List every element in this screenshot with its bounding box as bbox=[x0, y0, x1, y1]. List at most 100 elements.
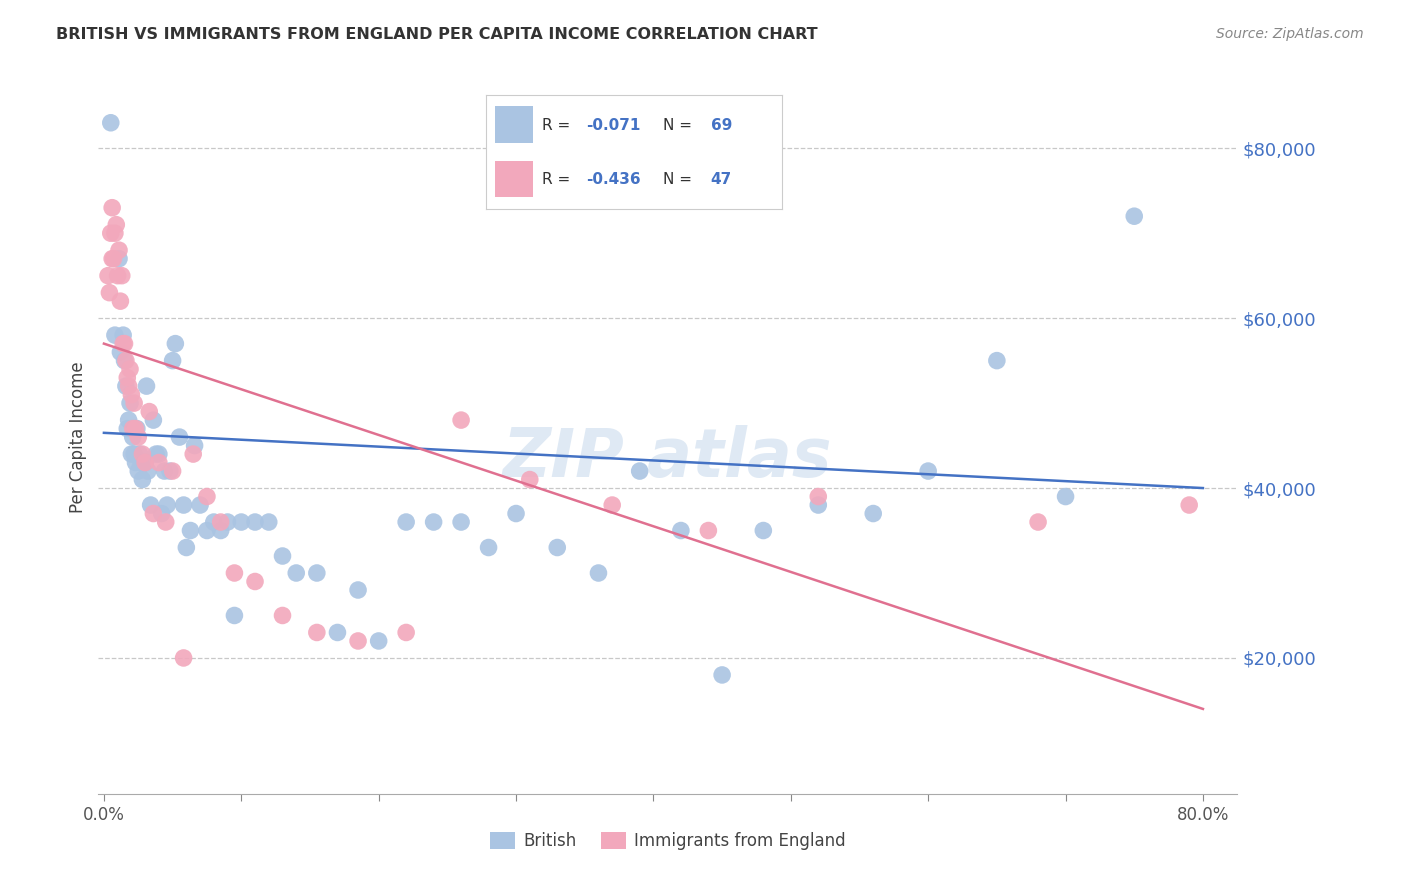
Point bbox=[628, 464, 651, 478]
Point bbox=[477, 541, 499, 555]
Point bbox=[305, 625, 328, 640]
Text: ZIP atlas: ZIP atlas bbox=[503, 425, 832, 491]
Point bbox=[122, 396, 145, 410]
Point bbox=[128, 447, 150, 461]
Point bbox=[122, 447, 145, 461]
Point bbox=[131, 473, 153, 487]
Point bbox=[807, 498, 830, 512]
Point bbox=[209, 524, 232, 538]
Point bbox=[121, 421, 143, 435]
Point bbox=[209, 515, 232, 529]
Point bbox=[148, 447, 170, 461]
Point bbox=[347, 582, 370, 597]
Point bbox=[986, 353, 1008, 368]
Point bbox=[118, 396, 141, 410]
Point bbox=[104, 226, 127, 240]
Point bbox=[100, 226, 122, 240]
Point bbox=[138, 404, 160, 418]
Point bbox=[145, 447, 167, 461]
Point bbox=[117, 379, 139, 393]
Point bbox=[134, 456, 156, 470]
Point bbox=[101, 252, 124, 266]
Point bbox=[142, 413, 165, 427]
Point bbox=[188, 498, 211, 512]
Point bbox=[127, 464, 149, 478]
Point bbox=[117, 370, 139, 384]
Point bbox=[120, 447, 142, 461]
Point bbox=[1026, 515, 1049, 529]
Point bbox=[111, 268, 134, 283]
Point bbox=[125, 421, 148, 435]
Point bbox=[169, 430, 191, 444]
Point bbox=[159, 464, 181, 478]
Point bbox=[697, 524, 720, 538]
Point bbox=[519, 473, 541, 487]
Point bbox=[179, 524, 201, 538]
Point bbox=[98, 285, 121, 300]
Point bbox=[115, 353, 138, 368]
Point bbox=[115, 379, 138, 393]
Point bbox=[139, 498, 162, 512]
Point bbox=[217, 515, 239, 529]
Legend: British, Immigrants from England: British, Immigrants from England bbox=[482, 825, 853, 857]
Point bbox=[546, 541, 568, 555]
Point bbox=[450, 515, 472, 529]
Point bbox=[173, 651, 195, 665]
Point bbox=[224, 566, 246, 580]
Point bbox=[669, 524, 692, 538]
Point bbox=[305, 566, 328, 580]
Point bbox=[257, 515, 280, 529]
Point bbox=[118, 362, 141, 376]
Point bbox=[367, 634, 389, 648]
Point bbox=[127, 430, 149, 444]
Point bbox=[588, 566, 610, 580]
Point bbox=[711, 668, 734, 682]
Point bbox=[173, 498, 195, 512]
Point bbox=[148, 456, 170, 470]
Point bbox=[285, 566, 308, 580]
Point bbox=[1178, 498, 1201, 512]
Point bbox=[271, 549, 294, 563]
Point bbox=[117, 421, 139, 435]
Point bbox=[243, 515, 266, 529]
Text: Source: ZipAtlas.com: Source: ZipAtlas.com bbox=[1216, 27, 1364, 41]
Point bbox=[121, 430, 143, 444]
Point bbox=[100, 116, 122, 130]
Point bbox=[176, 541, 198, 555]
Point bbox=[231, 515, 253, 529]
Point bbox=[108, 252, 131, 266]
Point bbox=[326, 625, 349, 640]
Point bbox=[183, 439, 205, 453]
Point bbox=[181, 447, 204, 461]
Point bbox=[124, 456, 146, 470]
Point bbox=[97, 268, 120, 283]
Point bbox=[1123, 209, 1146, 223]
Point bbox=[150, 507, 173, 521]
Point bbox=[112, 336, 135, 351]
Point bbox=[347, 634, 370, 648]
Point bbox=[752, 524, 775, 538]
Point bbox=[450, 413, 472, 427]
Point bbox=[600, 498, 623, 512]
Point bbox=[107, 268, 129, 283]
Point bbox=[162, 353, 184, 368]
Point bbox=[131, 447, 153, 461]
Text: BRITISH VS IMMIGRANTS FROM ENGLAND PER CAPITA INCOME CORRELATION CHART: BRITISH VS IMMIGRANTS FROM ENGLAND PER C… bbox=[56, 27, 818, 42]
Point bbox=[114, 353, 136, 368]
Point bbox=[1054, 490, 1077, 504]
Point bbox=[155, 515, 177, 529]
Point bbox=[114, 336, 136, 351]
Point bbox=[862, 507, 884, 521]
Point bbox=[422, 515, 444, 529]
Y-axis label: Per Capita Income: Per Capita Income bbox=[69, 361, 87, 513]
Point bbox=[395, 515, 418, 529]
Point bbox=[224, 608, 246, 623]
Point bbox=[243, 574, 266, 589]
Point bbox=[117, 413, 139, 427]
Point bbox=[195, 490, 218, 504]
Point bbox=[103, 252, 125, 266]
Point bbox=[101, 201, 124, 215]
Point bbox=[105, 218, 128, 232]
Point bbox=[134, 456, 156, 470]
Point bbox=[120, 387, 142, 401]
